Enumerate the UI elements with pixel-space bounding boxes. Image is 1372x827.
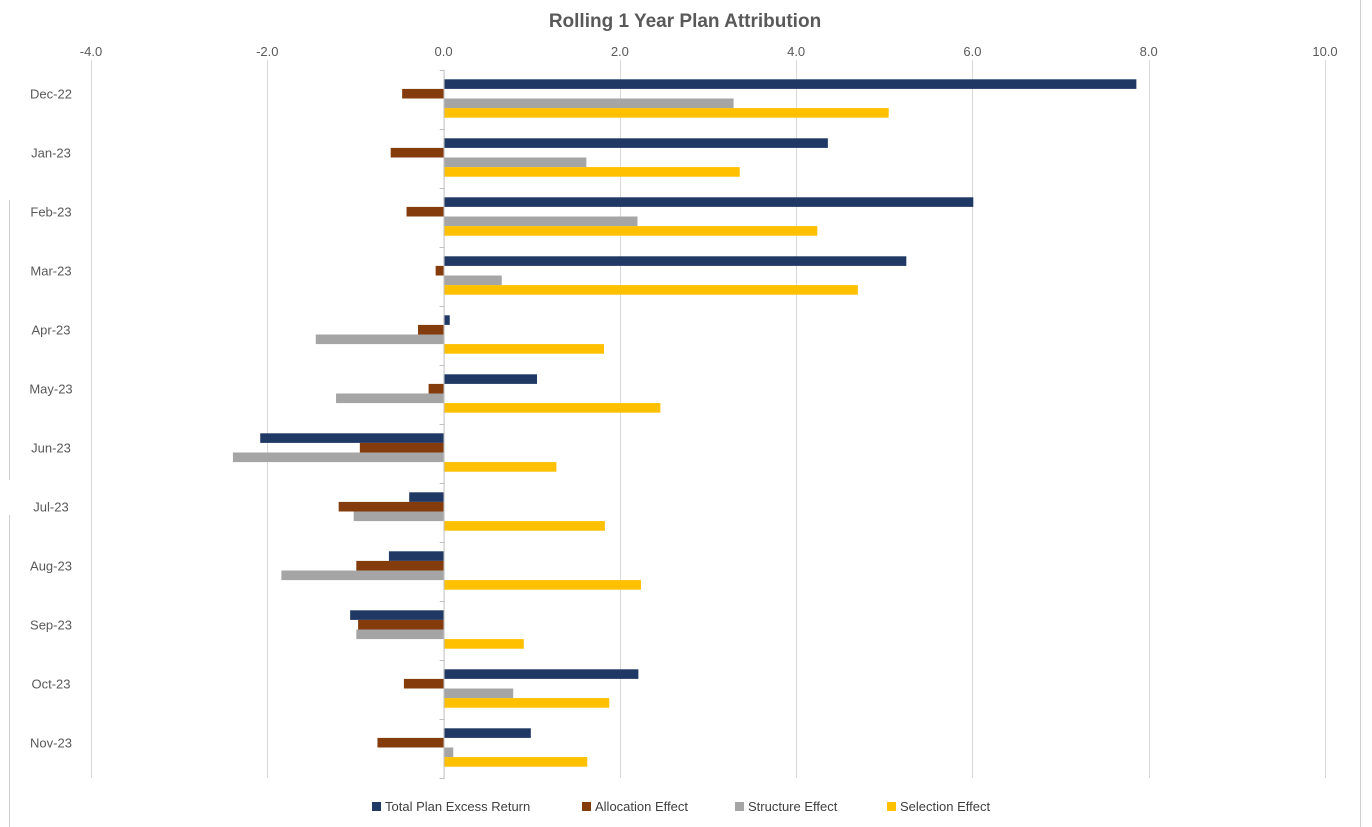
category-label: Sep-23 — [30, 618, 72, 633]
bar-total-plan-excess-return — [260, 433, 444, 443]
bar-total-plan-excess-return — [350, 610, 444, 620]
bar-allocation-effect — [377, 737, 444, 748]
bar-selection-effect — [443, 698, 610, 708]
legend-label: Allocation Effect — [595, 799, 688, 814]
bar-structure-effect — [443, 157, 587, 168]
legend-label: Total Plan Excess Return — [385, 799, 530, 814]
chart-title: Rolling 1 Year Plan Attribution — [549, 11, 821, 32]
bar-allocation-effect — [359, 442, 444, 453]
category-label: Feb-23 — [30, 205, 71, 220]
bar-selection-effect — [443, 580, 642, 590]
category-label: Apr-23 — [31, 323, 70, 338]
x-axis-tick-labels: -4.0 -2.0 0.0 2.0 4.0 6.0 8.0 10.0 — [80, 44, 1338, 59]
bar-allocation-effect — [390, 147, 444, 158]
category-labels: Dec-22 Jan-23 Feb-23 Mar-23 Apr-23 May-23 Jun-… — [29, 87, 72, 751]
bar-selection-effect — [443, 167, 740, 177]
category-label: Jun-23 — [31, 441, 71, 456]
bar-selection-effect — [443, 285, 858, 295]
category-label: Jan-23 — [31, 146, 71, 161]
gridlines — [91, 60, 1326, 778]
bar-allocation-effect — [338, 501, 444, 512]
bar-selection-effect — [443, 403, 661, 413]
x-tick-label: 6.0 — [963, 44, 981, 59]
bar-total-plan-excess-return — [443, 197, 974, 207]
category-label: Nov-23 — [30, 736, 72, 751]
bar-selection-effect — [443, 462, 557, 472]
bars — [232, 79, 1137, 767]
category-label: May-23 — [29, 382, 72, 397]
category-label: Dec-22 — [30, 87, 72, 102]
bar-structure-effect — [443, 688, 514, 699]
bar-allocation-effect — [402, 88, 444, 99]
legend-swatch — [735, 802, 744, 811]
bar-selection-effect — [443, 344, 604, 354]
bar-total-plan-excess-return — [443, 374, 537, 384]
bar-total-plan-excess-return — [443, 315, 450, 325]
bar-total-plan-excess-return — [443, 669, 639, 679]
bar-allocation-effect — [418, 324, 444, 335]
bar-allocation-effect — [435, 265, 444, 276]
bar-structure-effect — [281, 570, 444, 581]
x-tick-label: 2.0 — [611, 44, 629, 59]
legend: Total Plan Excess Return Allocation Effec… — [372, 799, 990, 814]
x-tick-label: -4.0 — [80, 44, 102, 59]
bar-structure-effect — [443, 747, 454, 758]
bar-allocation-effect — [358, 619, 444, 630]
bar-structure-effect — [336, 393, 444, 404]
bar-total-plan-excess-return — [443, 728, 531, 738]
category-label: Mar-23 — [30, 264, 71, 279]
bar-selection-effect — [443, 108, 889, 118]
x-tick-label: 8.0 — [1140, 44, 1158, 59]
category-label: Jul-23 — [33, 500, 68, 515]
bar-allocation-effect — [406, 206, 444, 217]
bar-selection-effect — [443, 639, 524, 649]
bar-structure-effect — [353, 511, 444, 522]
legend-label: Structure Effect — [748, 799, 838, 814]
x-tick-label: 4.0 — [787, 44, 805, 59]
category-label: Aug-23 — [30, 559, 72, 574]
legend-swatch — [887, 802, 896, 811]
bar-structure-effect — [315, 334, 444, 345]
x-tick-label: 0.0 — [435, 44, 453, 59]
bar-total-plan-excess-return — [443, 256, 907, 266]
zero-axis — [439, 70, 445, 779]
x-tick-label: 10.0 — [1312, 44, 1337, 59]
category-label: Oct-23 — [31, 677, 70, 692]
bar-total-plan-excess-return — [409, 492, 444, 502]
bar-total-plan-excess-return — [443, 79, 1137, 89]
bar-structure-effect — [232, 452, 444, 463]
bar-allocation-effect — [428, 383, 444, 394]
bar-selection-effect — [443, 226, 818, 236]
bar-allocation-effect — [403, 678, 444, 689]
legend-swatch — [372, 802, 381, 811]
bar-structure-effect — [443, 216, 638, 227]
bar-selection-effect — [443, 757, 588, 767]
legend-label: Selection Effect — [900, 799, 990, 814]
bar-structure-effect — [443, 98, 734, 109]
bar-total-plan-excess-return — [388, 551, 444, 561]
bar-allocation-effect — [356, 560, 444, 571]
x-tick-label: -2.0 — [256, 44, 278, 59]
legend-swatch — [582, 802, 591, 811]
bar-structure-effect — [443, 275, 502, 286]
bar-structure-effect — [356, 629, 444, 640]
bar-total-plan-excess-return — [443, 138, 828, 148]
bar-selection-effect — [443, 521, 605, 531]
